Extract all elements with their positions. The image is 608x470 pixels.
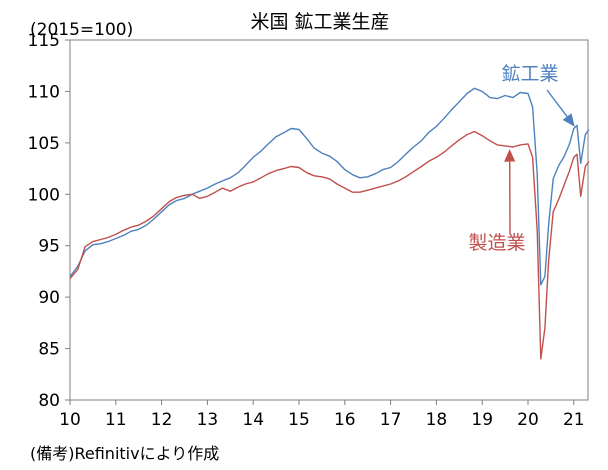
y-tick-label: 95 [38,237,60,257]
x-tick-label: 16 [334,410,356,430]
x-tick-label: 13 [197,410,219,430]
series-line-mining-industry [69,87,590,286]
unit-label: (2015=100) [30,20,133,40]
x-tick-label: 21 [563,410,585,430]
x-tick-label: 14 [242,410,264,430]
series-label-manufacturing: 製造業 [468,232,525,254]
x-tick-label: 10 [59,410,81,430]
axes: 80 85 90 95 100 105 110 115 10 11 12 13 14 15 16 17 18 19… [28,31,589,430]
series-label-mining-industry: 鉱工業 [501,63,558,85]
y-tick-label: 110 [28,82,60,102]
plot-frame [69,39,589,401]
y-tick-label: 105 [28,134,60,154]
footnote: (備考)Refinitivにより作成 [30,444,220,463]
x-tick-label: 12 [151,410,173,430]
y-tick-label: 85 [38,340,60,360]
x-tick-label: 18 [426,410,448,430]
y-tick-label: 100 [28,185,60,205]
chart-title: 米国 鉱工業生産 [250,11,389,33]
x-tick-label: 20 [517,410,539,430]
x-tick-label: 19 [471,410,493,430]
annotation-arrow [546,89,575,127]
series-line-manufacturing [69,130,590,360]
y-tick-label: 115 [28,31,60,51]
x-tick-label: 17 [380,410,402,430]
x-tick-label: 11 [105,410,127,430]
y-tick-label: 80 [38,391,60,411]
series-layer [69,87,590,360]
x-tick-label: 15 [288,410,310,430]
y-tick-label: 90 [38,288,60,308]
